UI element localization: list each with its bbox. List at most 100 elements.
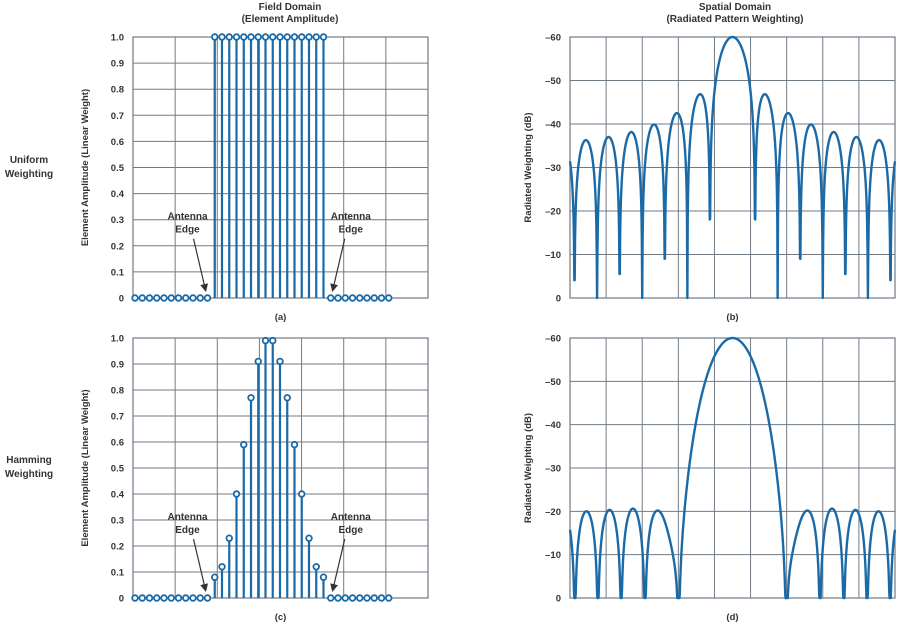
stem-marker xyxy=(203,294,212,302)
y-tick-label: 0.4 xyxy=(111,189,125,200)
stem-marker xyxy=(203,594,212,602)
stem-marker xyxy=(290,440,299,449)
y-tick-label: –40 xyxy=(545,420,561,431)
stem-marker xyxy=(138,294,146,302)
stem-marker xyxy=(312,563,320,571)
y-tick-label: 0.6 xyxy=(111,137,124,148)
stem-marker xyxy=(189,294,197,302)
y-tick-label: 0 xyxy=(556,294,561,305)
y-tick-label: –10 xyxy=(545,550,561,561)
stem-marker xyxy=(247,394,255,402)
antenna-edge-label: Edge xyxy=(339,225,364,236)
hamming-row-label: Hamming Weighting xyxy=(0,454,58,482)
stem-marker xyxy=(182,294,190,302)
stem-marker xyxy=(196,594,204,602)
y-tick-label: 0.1 xyxy=(111,568,125,579)
plot-caption: (d) xyxy=(726,612,738,623)
stem-marker xyxy=(225,534,233,542)
antenna-edge-label: Edge xyxy=(175,225,200,236)
stem-marker xyxy=(153,594,161,602)
stem-marker xyxy=(385,594,393,602)
stem-marker xyxy=(167,294,175,302)
y-tick-label: 0 xyxy=(119,594,124,605)
antenna-edge-label: Edge xyxy=(175,525,200,536)
stem-marker xyxy=(211,33,219,41)
stem-marker xyxy=(145,594,154,602)
stem-marker xyxy=(131,594,139,602)
stem-marker xyxy=(319,33,328,41)
y-tick-label: 0.6 xyxy=(111,438,124,449)
y-tick-label: –30 xyxy=(545,163,561,174)
stem-marker xyxy=(232,33,241,41)
field-domain-subtitle: (Element Amplitude) xyxy=(241,14,339,25)
stem-marker xyxy=(298,490,306,498)
stem-marker xyxy=(385,294,393,302)
stem-marker xyxy=(254,33,262,41)
y-tick-label: 0.9 xyxy=(111,360,124,371)
y-tick-label: –50 xyxy=(545,377,561,388)
y-tick-label: –20 xyxy=(545,507,561,518)
stem-marker xyxy=(145,294,154,302)
stem-marker xyxy=(319,573,328,581)
stem-marker xyxy=(363,294,371,302)
stem-marker xyxy=(138,594,146,602)
y-tick-label: 0.8 xyxy=(111,85,124,96)
stem-marker xyxy=(218,33,226,41)
stem-marker xyxy=(290,33,299,41)
stem-marker xyxy=(269,336,277,345)
y-tick-label: –30 xyxy=(545,464,561,475)
stem-marker xyxy=(276,357,284,366)
stem-marker xyxy=(363,594,371,602)
y-tick-label: –50 xyxy=(545,76,561,87)
stem-marker xyxy=(240,33,248,41)
plot-caption: (c) xyxy=(275,612,287,623)
stem-marker xyxy=(283,394,291,402)
y-tick-label: 0.3 xyxy=(111,215,124,226)
antenna-edge-label: Antenna xyxy=(168,212,208,223)
stem-marker xyxy=(327,294,335,302)
plot-b xyxy=(569,36,896,299)
stem-marker xyxy=(341,294,349,302)
y-tick-label: 0.7 xyxy=(111,412,124,423)
y-tick-label: 0.7 xyxy=(111,111,124,122)
stem-marker xyxy=(218,563,226,571)
stem-marker xyxy=(370,294,378,302)
stem-marker xyxy=(232,490,241,498)
stem-marker xyxy=(153,294,161,302)
stem-marker xyxy=(182,594,190,602)
stem-marker xyxy=(356,594,364,602)
hamming-label-line2: Weighting xyxy=(4,469,54,480)
antenna-edge-label: Antenna xyxy=(168,512,208,523)
stem-marker xyxy=(254,357,262,366)
y-tick-label: 0.4 xyxy=(111,490,125,501)
y-tick-label: 0 xyxy=(119,294,124,305)
antenna-edge-label: Edge xyxy=(339,525,364,536)
stem-marker xyxy=(211,573,219,581)
y-tick-label: 0.5 xyxy=(111,464,125,475)
y-tick-label: 0.2 xyxy=(111,241,124,252)
stem-marker xyxy=(370,594,378,602)
stem-marker xyxy=(348,594,357,602)
antenna-edge-label: Antenna xyxy=(331,512,371,523)
stem-marker xyxy=(196,294,204,302)
field-domain-title: Field Domain xyxy=(258,2,322,13)
stem-marker xyxy=(283,33,291,41)
stem-marker xyxy=(160,594,168,602)
y-axis-label: Radiated Weighting (dB) xyxy=(523,112,534,222)
antenna-edge-arrow xyxy=(192,538,209,592)
uniform-row-label: Uniform Weighting xyxy=(0,154,58,182)
stem-marker xyxy=(305,33,313,41)
antenna-edge-arrow xyxy=(192,238,209,292)
y-axis-label: Element Amplitude (Linear Weight) xyxy=(80,389,91,546)
stem-marker xyxy=(167,594,175,602)
stem-marker xyxy=(377,594,386,602)
y-tick-label: –20 xyxy=(545,207,561,218)
stem-marker xyxy=(269,33,277,41)
stem-marker xyxy=(174,594,183,602)
field-domain-header: Field Domain (Element Amplitude) xyxy=(200,2,380,26)
antenna-edge-arrow xyxy=(330,538,346,592)
stem-marker xyxy=(298,33,306,41)
stem-marker xyxy=(240,440,248,449)
stem-marker xyxy=(356,294,364,302)
